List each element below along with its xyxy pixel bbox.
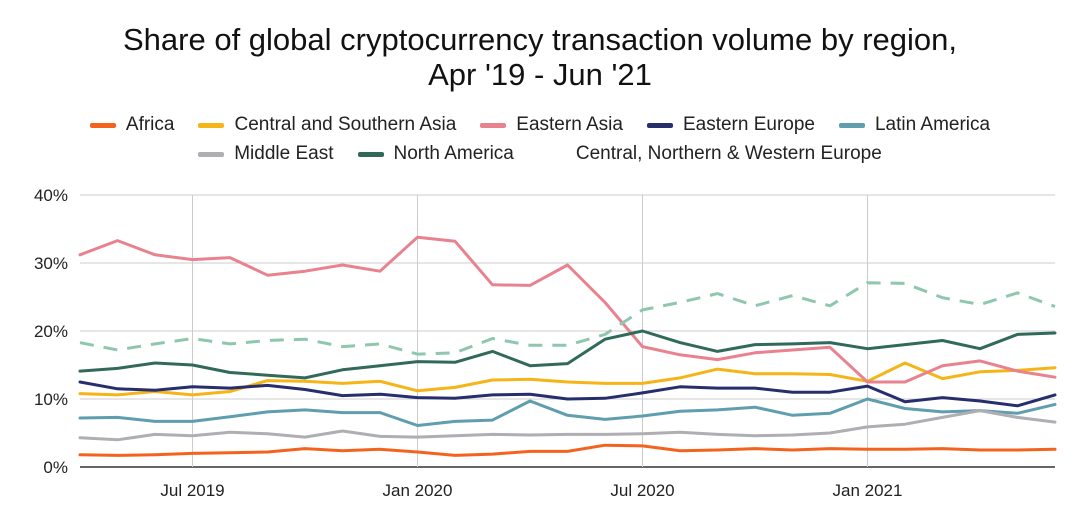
x-tick-label: Jan 2021: [833, 481, 903, 500]
legend-label: Eastern Asia: [516, 114, 623, 135]
x-tick-label: Jul 2019: [160, 481, 224, 500]
legend-row-1: Africa Central and Southern Asia Eastern A…: [0, 114, 1080, 136]
legend-item: Eastern Asia: [480, 114, 623, 136]
legend-item: Middle East: [198, 143, 334, 165]
legend-item: Central, Northern & Western Europe: [538, 143, 882, 165]
series-line-eastern-asia: [78, 235, 1057, 384]
legend-swatch: [89, 122, 116, 128]
legend-item: Latin America: [838, 114, 991, 136]
legend-swatch: [357, 151, 384, 157]
y-tick-label: 0%: [43, 458, 68, 477]
series-line-central-northern-western-europe: [79, 281, 1056, 356]
legend-label: Central, Northern & Western Europe: [575, 143, 882, 164]
legend-label: Latin America: [874, 114, 991, 135]
legend-item: North America: [357, 143, 514, 165]
series-line-eastern-europe: [78, 380, 1057, 408]
legend-swatch: [838, 122, 865, 128]
legend-label: Eastern Europe: [682, 114, 815, 135]
legend-item: Eastern Europe: [646, 114, 815, 136]
y-tick-label: 40%: [34, 186, 68, 205]
series-line-latin-america: [78, 397, 1057, 427]
x-tick-label: Jul 2020: [610, 481, 674, 500]
chart-title: Share of global cryptocurrency transacti…: [0, 22, 1080, 92]
legend-label: Africa: [125, 114, 175, 135]
y-tick-label: 10%: [34, 390, 68, 409]
legend-item: Africa: [89, 114, 175, 136]
series-line-middle-east: [78, 409, 1057, 442]
legend-row-2: Middle East North America Central, Norther…: [0, 143, 1080, 165]
legend-item: Central and Southern Asia: [198, 114, 456, 136]
y-tick-label: 30%: [34, 254, 68, 273]
y-tick-label: 20%: [34, 322, 68, 341]
chart-subtitle: Apr '19 - Jun '21: [428, 57, 652, 92]
legend-swatch: [198, 122, 225, 128]
series-line-africa: [78, 443, 1057, 457]
series-line-north-america: [78, 329, 1057, 380]
x-tick-label: Jan 2020: [383, 481, 453, 500]
legend-label: North America: [393, 143, 514, 164]
chart-title-line: Share of global cryptocurrency transacti…: [123, 22, 957, 57]
legend-swatch: [198, 151, 225, 157]
legend-label: Middle East: [234, 143, 334, 164]
legend-label: Central and Southern Asia: [234, 114, 457, 135]
legend-swatch: [480, 122, 507, 128]
legend-swatch: [646, 122, 673, 128]
